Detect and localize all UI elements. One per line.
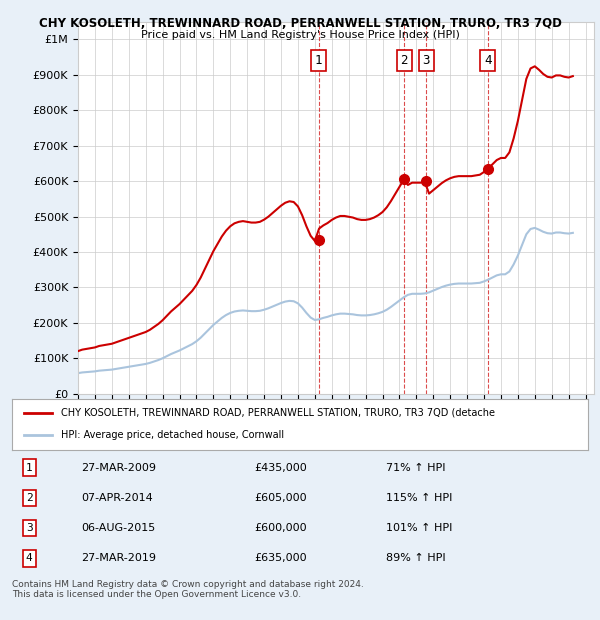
- Text: 101% ↑ HPI: 101% ↑ HPI: [386, 523, 453, 533]
- Text: 71% ↑ HPI: 71% ↑ HPI: [386, 463, 446, 472]
- Text: 2: 2: [26, 493, 32, 503]
- Text: £605,000: £605,000: [254, 493, 307, 503]
- Text: 115% ↑ HPI: 115% ↑ HPI: [386, 493, 453, 503]
- Text: 4: 4: [484, 54, 491, 67]
- Text: £635,000: £635,000: [254, 554, 307, 564]
- Text: HPI: Average price, detached house, Cornwall: HPI: Average price, detached house, Corn…: [61, 430, 284, 440]
- Text: CHY KOSOLETH, TREWINNARD ROAD, PERRANWELL STATION, TRURO, TR3 7QD (detache: CHY KOSOLETH, TREWINNARD ROAD, PERRANWEL…: [61, 408, 495, 418]
- Text: 07-APR-2014: 07-APR-2014: [81, 493, 153, 503]
- Text: Price paid vs. HM Land Registry's House Price Index (HPI): Price paid vs. HM Land Registry's House …: [140, 30, 460, 40]
- Text: 27-MAR-2009: 27-MAR-2009: [81, 463, 156, 472]
- Text: CHY KOSOLETH, TREWINNARD ROAD, PERRANWELL STATION, TRURO, TR3 7QD: CHY KOSOLETH, TREWINNARD ROAD, PERRANWEL…: [38, 17, 562, 30]
- Text: 27-MAR-2019: 27-MAR-2019: [81, 554, 156, 564]
- Text: 1: 1: [26, 463, 32, 472]
- Text: 89% ↑ HPI: 89% ↑ HPI: [386, 554, 446, 564]
- Text: 3: 3: [422, 54, 430, 67]
- Text: £600,000: £600,000: [254, 523, 307, 533]
- Text: 1: 1: [315, 54, 322, 67]
- Text: 4: 4: [26, 554, 32, 564]
- Text: 06-AUG-2015: 06-AUG-2015: [81, 523, 155, 533]
- Text: £435,000: £435,000: [254, 463, 307, 472]
- Text: 3: 3: [26, 523, 32, 533]
- Text: 2: 2: [400, 54, 408, 67]
- Text: Contains HM Land Registry data © Crown copyright and database right 2024.
This d: Contains HM Land Registry data © Crown c…: [12, 580, 364, 599]
